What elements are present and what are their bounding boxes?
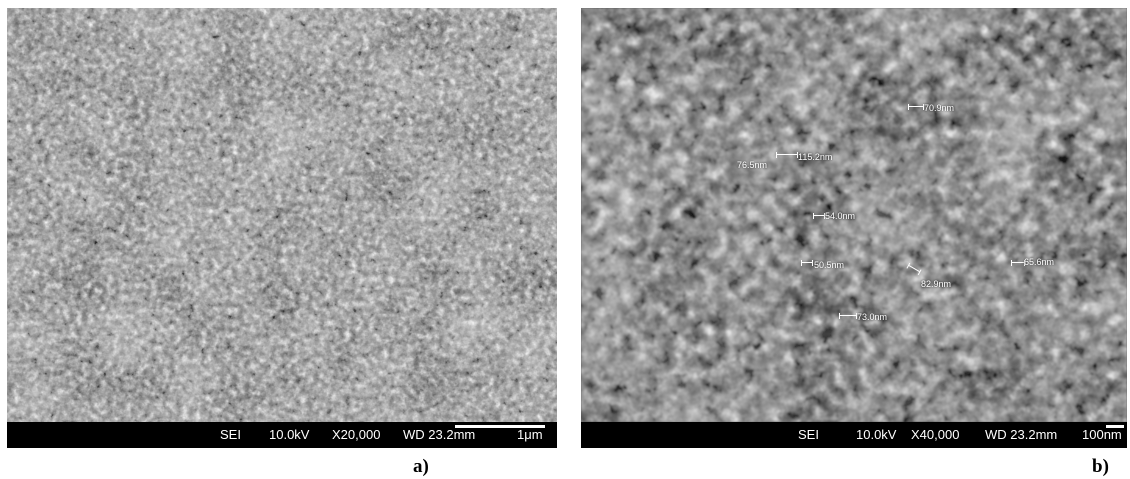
sem-micrograph-b	[581, 8, 1127, 422]
measurement-label: 82.9nm	[921, 279, 952, 289]
measurement-marker	[801, 260, 813, 266]
measurement-marker	[813, 213, 825, 219]
measurement-marker	[908, 104, 924, 110]
measurement-label: 65.6nm	[1024, 257, 1055, 267]
voltage-label-a: 10.0kV	[269, 427, 310, 442]
magnification-label-a: X20,000	[332, 427, 381, 442]
panel-label-a: a)	[413, 456, 429, 477]
working-distance-label-a: WD 23.2mm	[403, 427, 476, 442]
sem-image-panel-a: SEI 10.0kV X20,000 WD 23.2mm 1μm	[7, 8, 557, 448]
measurement-label: 54.0nm	[825, 211, 856, 221]
scale-bar-b	[1106, 425, 1124, 428]
voltage-label-b: 10.0kV	[856, 427, 897, 442]
measurement-label: 50.5nm	[814, 260, 845, 270]
scale-bar-a	[455, 425, 545, 428]
sem-databar-b: SEI 10.0kV X40,000 WD 23.2mm 100nm	[581, 422, 1127, 448]
sem-micrograph-a	[7, 8, 557, 422]
measurement-label: 115.2nm	[798, 152, 833, 162]
measurement-marker	[1011, 260, 1025, 266]
scale-label-a: 1μm	[517, 427, 543, 442]
detector-label-a: SEI	[220, 427, 241, 442]
working-distance-label-b: WD 23.2mm	[985, 427, 1058, 442]
panel-label-b: b)	[1092, 456, 1109, 477]
sem-image-panel-b: 70.9nm 115.2nm 76.5nm 54.0nm 50.5nm 82.9…	[581, 8, 1127, 448]
scale-label-b: 100nm	[1082, 427, 1122, 442]
measurement-marker	[839, 313, 857, 319]
measurement-label: 70.9nm	[924, 103, 955, 113]
measurement-marker	[776, 152, 798, 158]
magnification-label-b: X40,000	[911, 427, 960, 442]
measurement-label: 76.5nm	[737, 160, 768, 170]
measurement-label: 73.0nm	[857, 312, 888, 322]
sem-databar-a: SEI 10.0kV X20,000 WD 23.2mm 1μm	[7, 422, 557, 448]
detector-label-b: SEI	[798, 427, 819, 442]
